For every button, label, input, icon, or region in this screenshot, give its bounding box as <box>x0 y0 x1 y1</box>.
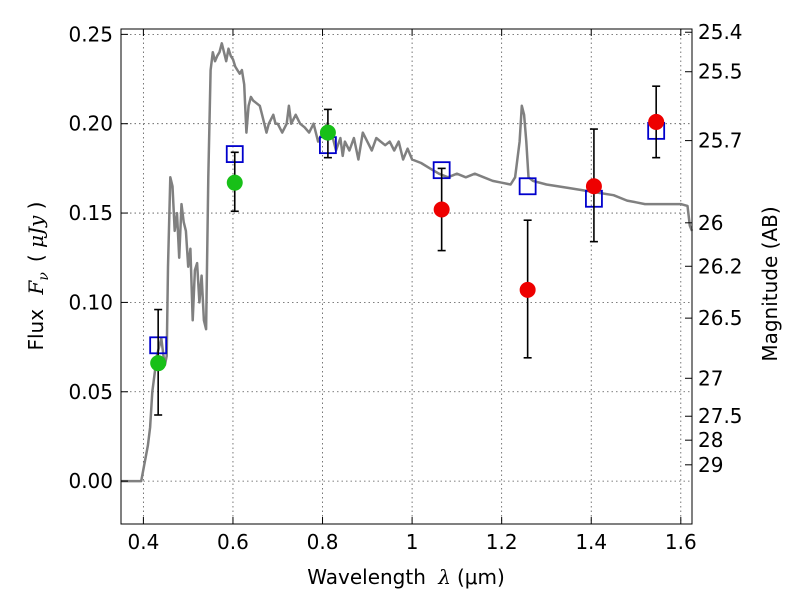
green-point <box>319 124 336 141</box>
model-spectrum-line <box>121 42 694 483</box>
y-tick-label: 0.25 <box>68 22 113 46</box>
red-point <box>585 178 602 195</box>
y-label-symbol: F <box>24 280 48 296</box>
x-label-main: Wavelength <box>307 565 432 589</box>
model-spectrum <box>121 42 694 483</box>
x-tick-label: 1 <box>406 530 419 554</box>
y-label-main: Flux <box>24 303 48 351</box>
y-tick-label: 0.05 <box>68 380 113 404</box>
plot-border <box>120 28 693 525</box>
y2-tick-label: 26 <box>698 211 723 235</box>
x-tick-label: 0.4 <box>127 530 159 554</box>
plot-frame <box>120 28 693 525</box>
x-tick-label: 0.8 <box>307 530 339 554</box>
y-label-unit-close: ) <box>24 201 48 215</box>
y2-tick-label: 28 <box>698 428 723 452</box>
green-point <box>150 355 167 372</box>
square-markers <box>149 121 666 355</box>
y2-tick-label: 25.5 <box>698 60 743 84</box>
y2-tick-label: 26.5 <box>698 306 743 330</box>
y-axis-label: Flux Fν ( μJy ) <box>24 201 52 350</box>
x-tick-label: 1.4 <box>575 530 607 554</box>
square-marker <box>518 177 537 196</box>
y-tick-labels: 0.00 0.05 0.10 0.15 0.20 0.25 <box>68 22 128 493</box>
x-axis-label: Wavelength λ (μm) <box>307 565 505 589</box>
circle-markers <box>150 113 665 372</box>
error-bars <box>154 85 661 416</box>
y-tick-label: 0.10 <box>68 290 113 314</box>
y2-axis-label: Magnitude (AB) <box>758 206 782 361</box>
y-tick-label: 0.00 <box>68 469 113 493</box>
red-point <box>648 113 665 130</box>
x-label-unit: (μm) <box>457 565 505 589</box>
y2-tick-label: 25.4 <box>698 20 743 44</box>
red-point <box>433 201 450 218</box>
y2-tick-label: 26.2 <box>698 254 743 278</box>
x-tick-labels: 0.4 0.6 0.8 1 1.2 1.4 1.6 <box>127 29 697 554</box>
y2-tick-label: 25.7 <box>698 129 743 153</box>
y-tick-label: 0.20 <box>68 112 113 136</box>
y-label-unit: μJy <box>24 215 48 248</box>
y-label-subscript: ν <box>36 272 52 281</box>
x-tick-label: 1.6 <box>665 530 697 554</box>
x-label-symbol: λ <box>437 565 451 589</box>
green-point <box>226 174 243 191</box>
y2-tick-label: 29 <box>698 453 723 477</box>
y-label-unit-open: ( <box>24 248 48 262</box>
y2-tick-label: 27.5 <box>698 404 743 428</box>
x-tick-label: 0.6 <box>217 530 249 554</box>
y2-tick-label: 27 <box>698 366 723 390</box>
x-tick-label: 1.2 <box>486 530 518 554</box>
red-point <box>519 281 536 298</box>
y-tick-label: 0.15 <box>68 201 113 225</box>
grid-lines <box>121 29 692 524</box>
